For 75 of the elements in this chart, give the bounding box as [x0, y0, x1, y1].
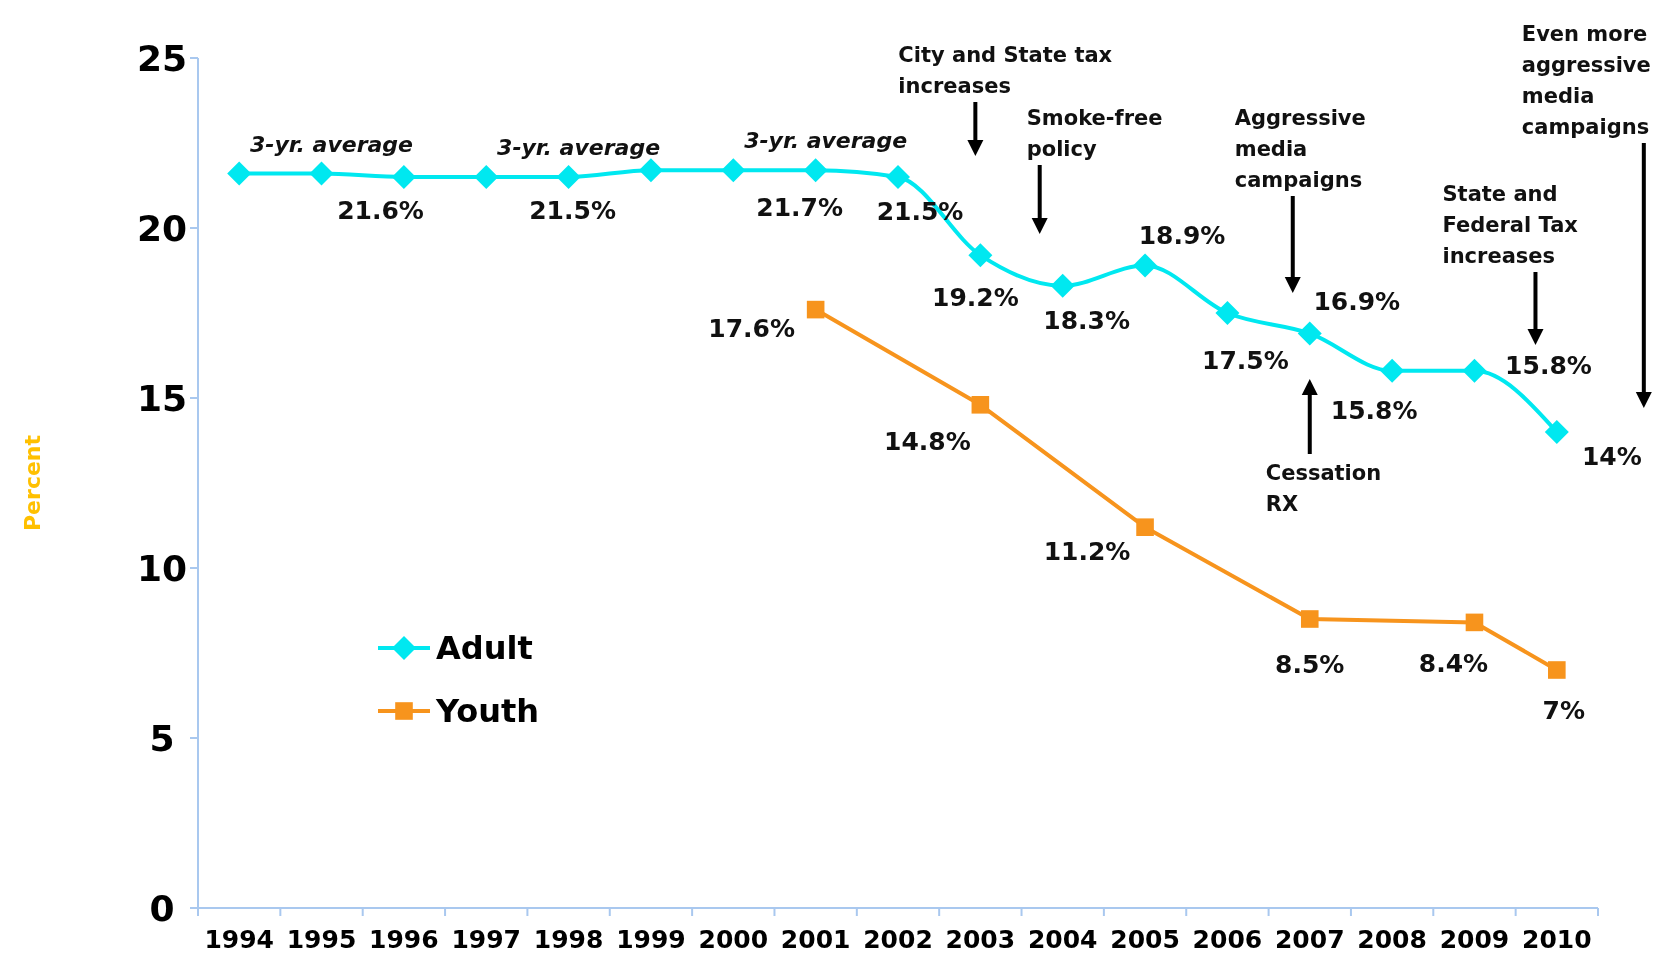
data-label: 8.4%: [1418, 649, 1489, 679]
data-label: 16.9%: [1313, 287, 1401, 317]
data-label: 21.7%: [756, 192, 844, 222]
point: [556, 165, 581, 189]
y-tick-label: 0: [149, 887, 175, 929]
x-tick-label: 1996: [369, 925, 439, 954]
data-label: 21.5%: [529, 195, 616, 225]
point: [806, 300, 825, 319]
annotation: 3-yr. average: [250, 131, 414, 157]
x-tick-label: 1999: [616, 925, 686, 954]
point: [1544, 420, 1569, 444]
x-tick-label: 2007: [1274, 925, 1345, 954]
data-label: 15.8%: [1505, 350, 1592, 380]
x-tick-label: 2009: [1439, 925, 1510, 954]
x-tick-label: 2006: [1192, 925, 1263, 954]
x-tick-label: 2003: [945, 925, 1016, 954]
y-tick-label: 15: [136, 377, 188, 419]
annotation: State and Federal Tax increases: [1442, 181, 1579, 268]
y-tick-label: 5: [149, 717, 175, 759]
x-tick-label: 2000: [698, 925, 769, 954]
data-label: 18.3%: [1043, 305, 1131, 335]
point: [1133, 253, 1158, 278]
point: [1050, 273, 1075, 298]
point: [391, 165, 416, 189]
point: [638, 158, 663, 183]
point: [1465, 613, 1484, 632]
x-tick-label: 1997: [451, 925, 522, 954]
point: [1380, 358, 1405, 383]
data-label: 7%: [1542, 695, 1586, 725]
x-tick-label: 1995: [286, 925, 357, 954]
annotation: 3-yr. average: [497, 135, 661, 160]
x-tick-label: 2010: [1522, 925, 1592, 954]
point: [1462, 358, 1487, 383]
y-tick-label: 10: [136, 547, 188, 589]
y-tick-label: 20: [136, 207, 188, 249]
data-label: 8.5%: [1275, 649, 1345, 679]
annotation: City and State tax increases: [898, 42, 1113, 98]
y-axis-title: Percent: [20, 434, 45, 532]
point: [309, 161, 334, 186]
point: [803, 158, 828, 183]
point: [721, 158, 746, 183]
point: [1215, 301, 1240, 325]
annotation: Smoke-free policy: [1026, 105, 1163, 161]
x-tick-label: 2004: [1027, 925, 1098, 954]
data-label: 11.2%: [1043, 536, 1131, 566]
data-label: 14%: [1581, 441, 1642, 471]
point: [1297, 321, 1322, 346]
x-tick-label: 1998: [533, 925, 604, 954]
annotation: 3-yr. average: [744, 128, 908, 154]
x-tick-label: 1994: [204, 925, 274, 954]
point: [474, 165, 499, 189]
annotation: Cessation RX: [1265, 460, 1382, 516]
x-tick-label: 2001: [780, 925, 851, 954]
legend-label: Adult: [436, 629, 533, 668]
point: [968, 243, 993, 268]
data-label: 17.5%: [1202, 345, 1289, 375]
point: [1136, 518, 1154, 536]
data-label: 17.6%: [708, 314, 796, 344]
x-tick-label: 2005: [1110, 925, 1180, 954]
legend-label: Youth: [435, 692, 540, 731]
point: [1548, 661, 1566, 679]
x-tick-label: 2008: [1357, 925, 1427, 954]
data-label: 15.8%: [1330, 395, 1418, 425]
point: [886, 165, 910, 189]
data-label: 18.9%: [1138, 221, 1226, 251]
data-label: 14.8%: [883, 426, 971, 456]
x-tick-label: 2002: [863, 925, 933, 954]
data-label: 21.6%: [337, 196, 424, 226]
data-label: 19.2%: [931, 282, 1019, 312]
annotation: Even more aggressive media campaigns: [1521, 21, 1651, 139]
annotation: Aggressive media campaigns: [1234, 105, 1366, 192]
y-tick-label: 25: [136, 37, 188, 79]
point: [971, 396, 990, 414]
point: [1300, 610, 1319, 628]
point: [227, 161, 252, 186]
